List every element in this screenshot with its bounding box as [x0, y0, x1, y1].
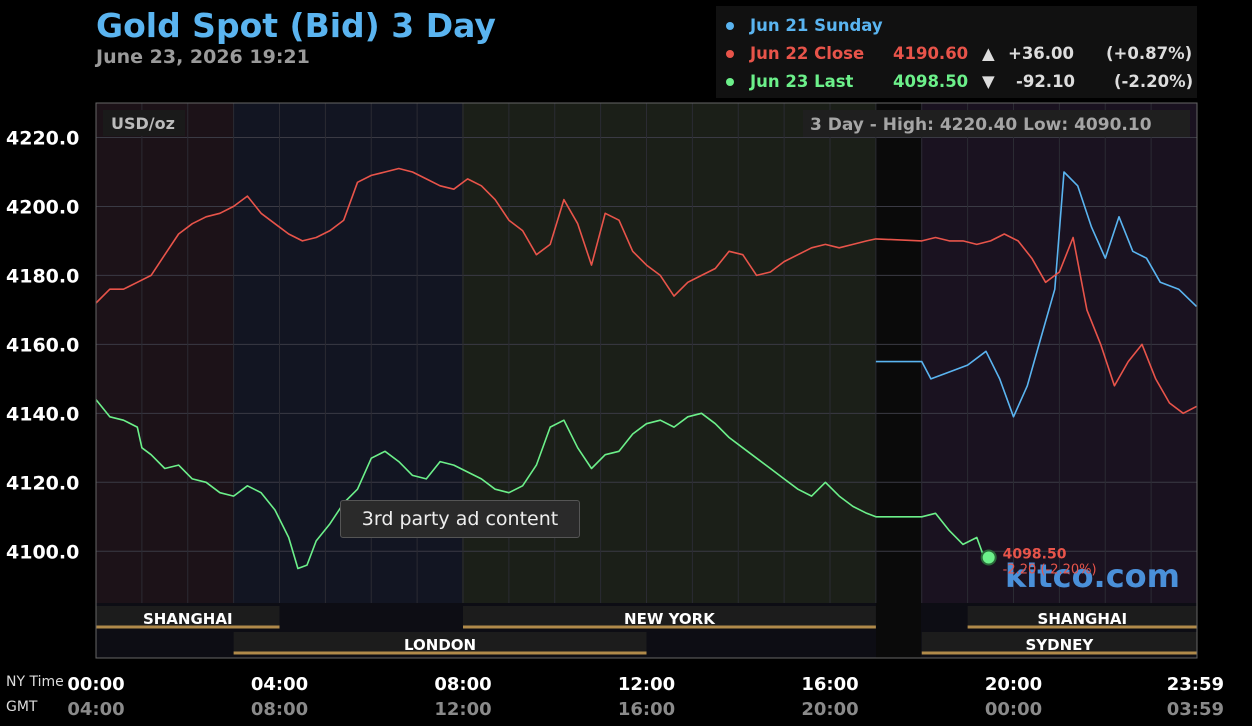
legend-pct-last: (-2.20%)	[1114, 72, 1194, 91]
x-tick-gmt: 03:59	[1167, 699, 1224, 720]
x-tick-gmt: 12:00	[434, 699, 491, 720]
session-shade-closed	[876, 103, 921, 658]
x-tick-gmt: 20:00	[801, 699, 858, 720]
legend-name-sunday: Jun 21 Sunday	[750, 16, 883, 35]
ad-overlay[interactable]: 3rd party ad content	[340, 500, 580, 538]
x-tick-ny: 12:00	[618, 674, 675, 695]
legend-pct-close: (+0.87%)	[1106, 44, 1193, 63]
y-tick-label: 4140.0	[6, 403, 79, 425]
grid	[96, 103, 1197, 603]
legend-change-close: +36.00	[1008, 44, 1075, 63]
x-tick-ny: 00:00	[67, 674, 124, 695]
session-label: NEW YORK	[624, 610, 716, 628]
session-band	[463, 606, 876, 628]
arrow-down-icon: ▼	[982, 72, 995, 91]
legend-name-close: Jun 22 Close	[750, 44, 865, 63]
session-band	[96, 606, 280, 628]
series-line	[95, 399, 985, 570]
x-tick-ny: 08:00	[434, 674, 491, 695]
x-tick-gmt: 04:00	[67, 699, 124, 720]
x-tick-gmt: 16:00	[618, 699, 675, 720]
series-line	[95, 167, 1197, 415]
legend: Jun 21 Sunday Jun 22 Close 4190.60 ▲ +36…	[716, 6, 1197, 98]
chart-timestamp: June 23, 2026 19:21	[96, 46, 310, 68]
last-change-label: -2.20 (-2.20%)	[1003, 562, 1097, 577]
legend-dot-sunday	[726, 22, 734, 30]
plot-border	[95, 102, 1198, 659]
ny-time-label: NY Time	[6, 674, 64, 690]
legend-change-last: -92.10	[1016, 72, 1076, 91]
arrow-up-icon: ▲	[982, 44, 995, 63]
range-label: 3 Day - High: 4220.40 Low: 4090.10	[810, 115, 1152, 135]
legend-price-last: 4098.50	[893, 72, 969, 91]
legend-name-last: Jun 23 Last	[750, 72, 854, 91]
session-band	[233, 632, 647, 654]
y-tick-label: 4200.0	[6, 196, 79, 218]
x-tick-ny: 20:00	[985, 674, 1042, 695]
x-tick-ny: 16:00	[801, 674, 858, 695]
x-tick-ny: 04:00	[251, 674, 308, 695]
legend-dot-last	[726, 78, 734, 86]
session-band	[921, 632, 1197, 654]
session-label: LONDON	[404, 636, 476, 654]
session-band	[967, 606, 1197, 628]
y-tick-label: 4220.0	[6, 127, 79, 149]
x-tick-ny: 23:59	[1167, 674, 1224, 695]
last-price-label: 4098.50	[1003, 546, 1067, 562]
unit-label: USD/oz	[111, 114, 175, 133]
session-label: SHANGHAI	[1038, 610, 1128, 628]
session-label: SYDNEY	[1025, 636, 1094, 654]
session-bars: SHANGHAI NEW YORK SHANGHAI LONDON SYDNEY	[96, 606, 1197, 655]
session-label: SHANGHAI	[143, 610, 233, 628]
gmt-label: GMT	[6, 699, 38, 715]
last-price-marker: 4098.50-2.20 (-2.20%)	[980, 546, 1097, 577]
range-label-bg	[803, 110, 1190, 137]
y-tick-label: 4100.0	[6, 541, 79, 563]
last-price-dot	[980, 549, 997, 566]
unit-label-bg	[103, 110, 185, 136]
x-tick-gmt: 08:00	[251, 699, 308, 720]
session-shade-asia	[96, 103, 233, 603]
y-axis: 4100.0 4120.0 4140.0 4160.0 4180.0 4200.0 4220…	[6, 127, 79, 563]
x-tick-gmt: 00:00	[985, 699, 1042, 720]
watermark-logo: kitco.com	[1005, 557, 1180, 595]
legend-dot-close	[726, 50, 734, 58]
legend-price-close: 4190.60	[893, 44, 969, 63]
x-axis: 00:00 04:00 04:00 08:00 08:00 12:00 12:00 16:00…	[67, 674, 1224, 720]
y-tick-label: 4180.0	[6, 265, 79, 287]
y-tick-label: 4120.0	[6, 472, 79, 494]
series-line	[875, 171, 1198, 418]
series-lines	[95, 167, 1198, 570]
chart-title: Gold Spot (Bid) 3 Day	[96, 6, 496, 45]
y-tick-label: 4160.0	[6, 334, 79, 356]
